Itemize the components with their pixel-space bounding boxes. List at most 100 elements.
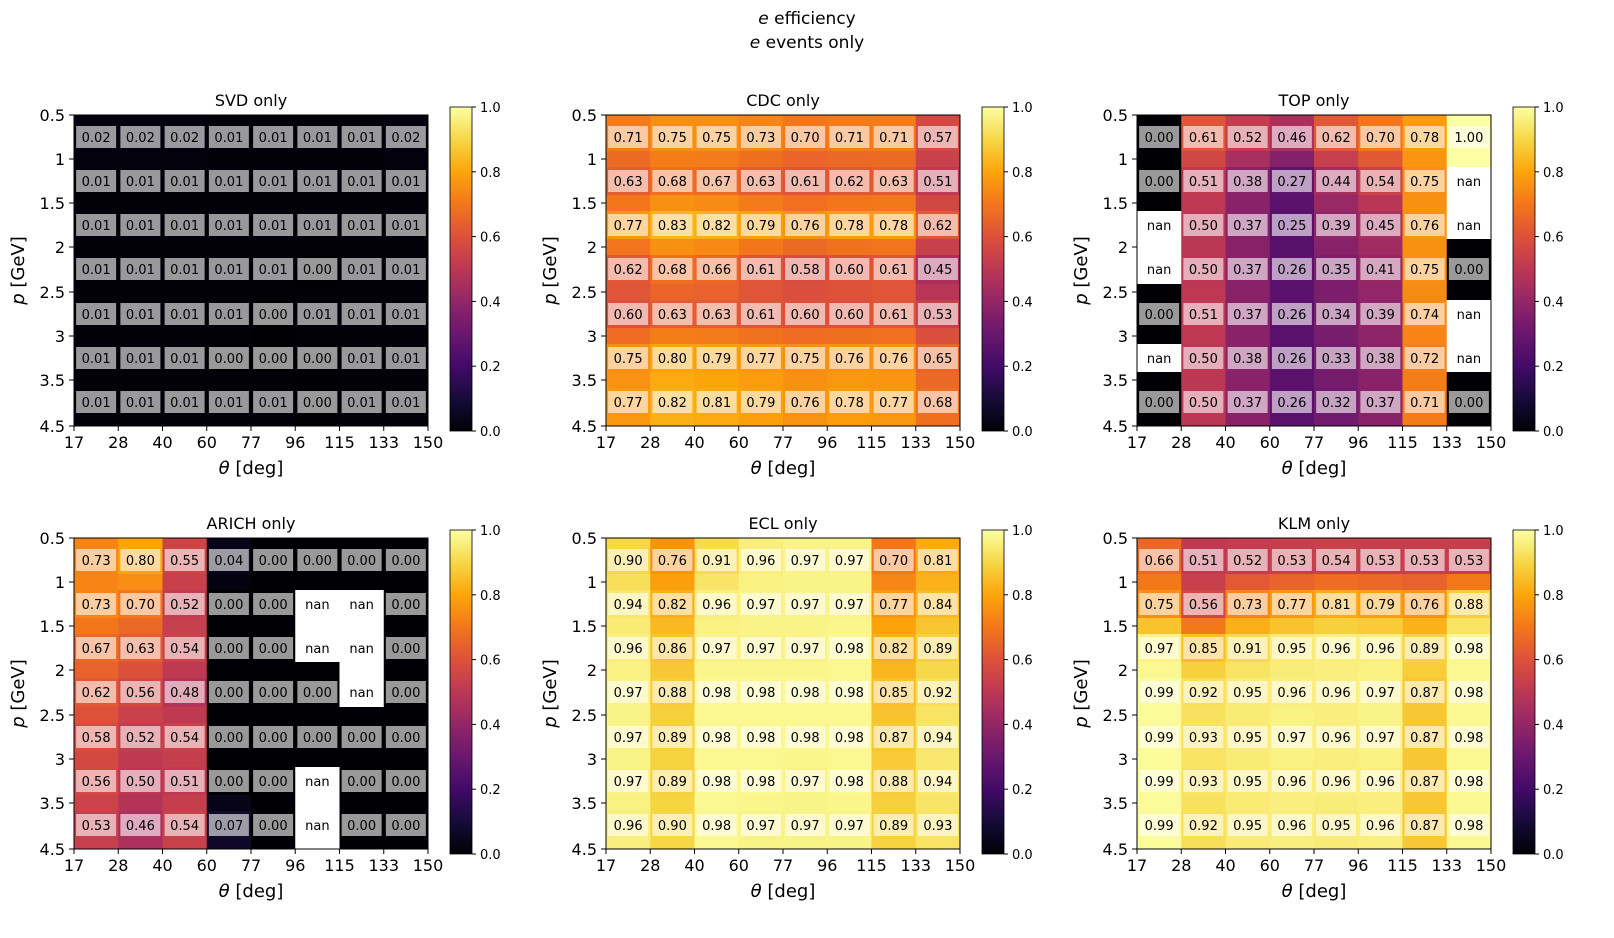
heatmap-edge-band (118, 284, 163, 300)
heatmap-edge-band (871, 662, 917, 678)
heatmap-panel: 0.00 0.61 0.52 0.46 0.62 0.70 0.78 1.000.00 0.51… (1071, 91, 1564, 479)
cell-label: 0.54 (170, 642, 199, 657)
cell-label: 0.01 (214, 131, 243, 146)
x-tick-label: 150 (1476, 856, 1507, 875)
cell-label-box (785, 170, 826, 192)
cell-label: 0.00 (1454, 396, 1483, 411)
y-tick-label: 2 (587, 238, 597, 257)
x-tick-label: 17 (596, 856, 616, 875)
x-tick-label: 40 (684, 433, 704, 452)
cell-label: 0.01 (347, 396, 376, 411)
heatmap-edge-band (383, 372, 429, 388)
cell-label: 0.01 (303, 308, 332, 323)
y-tick-label: 3 (55, 327, 65, 346)
cell-label-box (917, 770, 958, 792)
cell-label-box (1139, 593, 1180, 615)
cell-label-box (208, 637, 249, 659)
heatmap-edge-band (1446, 538, 1492, 547)
heatmap-edge-band (162, 795, 208, 811)
cell-label-box (120, 637, 161, 659)
cell-label: 0.63 (658, 308, 687, 323)
cell-label: 0.62 (1322, 131, 1351, 146)
x-tick-label: 17 (64, 856, 84, 875)
cell-label-box (76, 258, 117, 280)
cell-label-box (1227, 814, 1268, 836)
heatmap-edge-band (339, 417, 385, 426)
cell-label-box (208, 593, 249, 615)
cell-label-box (829, 814, 870, 836)
cell-label-box (253, 681, 294, 703)
cell-label: 0.93 (1189, 775, 1218, 790)
cell-label-box (1271, 637, 1312, 659)
cell-label-box (1183, 814, 1224, 836)
cell-label: 0.92 (1189, 819, 1218, 834)
cell-label: 0.73 (746, 131, 775, 146)
cell-label-box (740, 814, 781, 836)
cell-label: 0.98 (702, 775, 731, 790)
heatmap-edge-band (1358, 840, 1403, 849)
cell-label-box (341, 347, 382, 369)
x-tick-label: 133 (368, 856, 399, 875)
x-tick-label: 60 (1260, 433, 1280, 452)
cell-label-box (341, 726, 382, 748)
heatmap-edge-band (1137, 751, 1182, 767)
heatmap-edge-band (1181, 538, 1226, 547)
heatmap-edge-band (162, 417, 208, 426)
cell-label: 0.99 (1145, 686, 1174, 701)
heatmap-edge-band (1181, 618, 1226, 634)
heatmap-edge-band (1269, 840, 1315, 849)
cell-label: 0.89 (658, 731, 687, 746)
heatmap-edge-band (738, 574, 784, 590)
cell-label: 0.01 (259, 219, 288, 234)
heatmap-edge-band (1446, 574, 1492, 590)
cell-label-box (652, 303, 693, 325)
cell-label-box (1139, 637, 1180, 659)
heatmap-edge-band (1402, 538, 1448, 547)
heatmap-edge-band (871, 751, 917, 767)
cell-label: 0.00 (347, 819, 376, 834)
cell-label-box (1227, 681, 1268, 703)
heatmap-edge-band (206, 328, 252, 344)
cell-label-box (120, 549, 161, 571)
colorbar-tick-label: 0.2 (1012, 360, 1033, 375)
cell-label: 0.01 (170, 263, 199, 278)
cell-label: 0.76 (791, 396, 820, 411)
cell-label-box (120, 214, 161, 236)
cell-label-box (120, 347, 161, 369)
cell-label-box (76, 637, 117, 659)
cell-label: 0.54 (170, 819, 199, 834)
heatmap-edge-band (206, 662, 252, 678)
cell-label-box (253, 214, 294, 236)
cell-label-box (608, 549, 649, 571)
heatmap-edge-band (1181, 115, 1226, 124)
heatmap-edge-band (74, 538, 119, 547)
cell-label: 0.75 (791, 352, 820, 367)
heatmap-edge-band (871, 151, 917, 167)
heatmap-edge-band (1181, 707, 1226, 723)
heatmap-edge-band (738, 151, 784, 167)
y-tick-label: 1 (55, 573, 65, 592)
heatmap-panel: 0.90 0.76 0.91 0.96 0.97 0.97 0.70 0.810.94 0.82… (540, 514, 1033, 902)
cell-label: 0.95 (1277, 642, 1306, 657)
cell-label: 0.38 (1366, 352, 1395, 367)
x-tick-label: 115 (324, 433, 355, 452)
cell-label-box (829, 258, 870, 280)
colorbar-tick-label: 0.2 (480, 783, 501, 798)
cell-label: 0.76 (1410, 219, 1439, 234)
heatmap-edge-band (162, 115, 208, 124)
x-tick-label: 77 (241, 856, 261, 875)
cell-label: 0.00 (214, 642, 243, 657)
heatmap-edge-band (295, 328, 340, 344)
cell-label-box (208, 726, 249, 748)
heatmap-edge-band (827, 151, 872, 167)
cell-label-box (1271, 814, 1312, 836)
cell-label: 0.01 (259, 263, 288, 278)
cell-label-box (253, 593, 294, 615)
cell-label-box (253, 637, 294, 659)
x-tick-label: 96 (1348, 856, 1368, 875)
heatmap-edge-band (162, 707, 208, 723)
cell-label-box (385, 126, 426, 148)
heatmap-edge-band (74, 417, 119, 426)
heatmap-edge-band (383, 662, 429, 678)
cell-label: 0.65 (923, 352, 952, 367)
